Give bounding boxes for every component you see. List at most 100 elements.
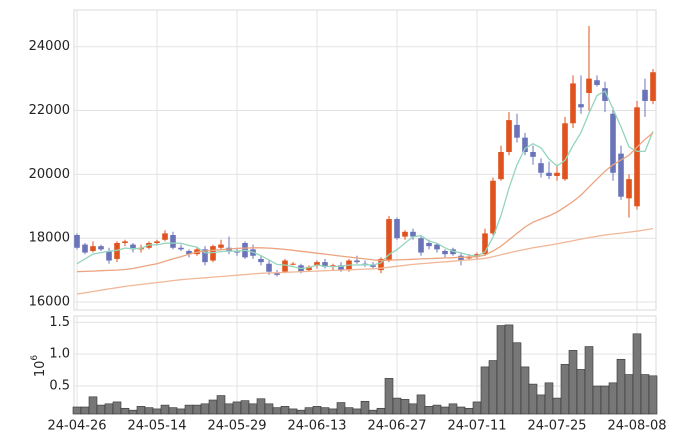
candle-body — [490, 180, 496, 234]
x-tick-label: 24-07-25 — [527, 419, 586, 434]
volume-bar — [584, 346, 594, 415]
candle-body — [570, 83, 576, 124]
candle-body — [578, 104, 584, 108]
volume-bar — [536, 394, 546, 415]
candle-body — [130, 244, 136, 250]
volume-bar — [392, 397, 402, 415]
candle-body — [594, 80, 600, 85]
candle-body — [370, 265, 376, 267]
volume-bar — [592, 385, 602, 415]
volume-bar — [504, 324, 514, 415]
volume-bar — [416, 394, 426, 415]
candle-body — [162, 233, 168, 240]
volume-bar — [192, 404, 202, 415]
candle-body — [82, 244, 88, 253]
volume-bar — [72, 406, 82, 415]
y-tick-label: 1.5 — [49, 315, 70, 330]
volume-bar — [616, 358, 626, 415]
x-tick-label: 24-07-11 — [447, 419, 506, 434]
volume-bar — [600, 385, 610, 415]
candle-body — [258, 258, 264, 263]
y-axis-label-exponent: 6 — [30, 355, 40, 361]
moving-average-line — [76, 132, 654, 273]
volume-bar — [296, 409, 306, 415]
volume-bar — [320, 407, 330, 415]
volume-bar — [520, 366, 530, 415]
volume-bar — [152, 408, 162, 415]
x-tick-label: 24-06-27 — [367, 419, 426, 434]
volume-bar — [456, 406, 466, 415]
x-tick-label: 24-04-26 — [47, 419, 106, 434]
volume-bar — [168, 407, 178, 415]
volume-bar — [144, 407, 154, 415]
volume-bar — [120, 407, 130, 415]
volume-bar — [408, 403, 418, 415]
volume-bar — [136, 406, 146, 415]
volume-bar — [344, 407, 354, 415]
x-tick-label: 24-05-29 — [207, 419, 266, 434]
candle-body — [546, 172, 552, 176]
volume-bar — [648, 375, 658, 415]
volume-bar — [560, 364, 570, 415]
volume-bar — [568, 350, 578, 415]
candle-body — [170, 235, 176, 248]
candle-body — [586, 78, 592, 93]
y-tick-label: 24000 — [29, 39, 70, 54]
volume-bar — [280, 406, 290, 415]
volume-bar — [440, 406, 450, 415]
candle-body — [122, 241, 128, 243]
volume-bar — [216, 395, 226, 415]
x-tick-label: 24-05-14 — [127, 419, 186, 434]
volume-bar — [80, 406, 90, 415]
volume-bar — [352, 408, 362, 415]
candle-body — [210, 246, 216, 261]
candle-body — [418, 238, 424, 253]
volume-bar — [624, 374, 634, 415]
candle-body — [154, 241, 160, 243]
volume-bar — [488, 360, 498, 415]
volume-bar — [464, 407, 474, 415]
candle-body — [290, 263, 296, 265]
volume-bar — [208, 399, 218, 415]
volume-bar — [312, 406, 322, 415]
candle-body — [90, 246, 96, 251]
volume-bar — [640, 374, 650, 415]
candle-body — [386, 219, 392, 261]
candle-body — [634, 107, 640, 207]
volume-bar — [368, 409, 378, 415]
candle-body — [554, 172, 560, 176]
candle-body — [218, 244, 224, 248]
candle-body — [618, 153, 624, 197]
volume-bar — [424, 406, 434, 415]
volume-bar — [376, 407, 386, 415]
candle-body — [202, 249, 208, 263]
volume-bar — [272, 407, 282, 415]
volume-bar — [240, 400, 250, 415]
volume-bar — [200, 403, 210, 415]
volume-bar — [632, 333, 642, 415]
volume-bar — [448, 403, 458, 415]
candle-body — [482, 233, 488, 255]
candle-body — [306, 266, 312, 271]
candle-body — [506, 120, 512, 153]
candle-body — [410, 231, 416, 237]
candle-body — [402, 231, 408, 237]
candle-body — [266, 263, 272, 272]
candle-body — [602, 88, 608, 101]
candle-body — [178, 247, 184, 250]
y-axis-label-base: 10 — [33, 361, 48, 378]
candle-body — [522, 137, 528, 153]
volume-bar — [512, 342, 522, 415]
volume-bar — [96, 404, 106, 415]
volume-bar — [608, 382, 618, 415]
candle-body — [114, 242, 120, 259]
candle-body — [74, 235, 80, 248]
volume-bar — [544, 382, 554, 415]
volume-bar — [552, 397, 562, 415]
volume-bar — [248, 403, 258, 415]
candle-body — [530, 152, 536, 157]
y-tick-label: 18000 — [29, 231, 70, 246]
volume-bar — [496, 325, 506, 415]
volume-bar — [224, 403, 234, 415]
